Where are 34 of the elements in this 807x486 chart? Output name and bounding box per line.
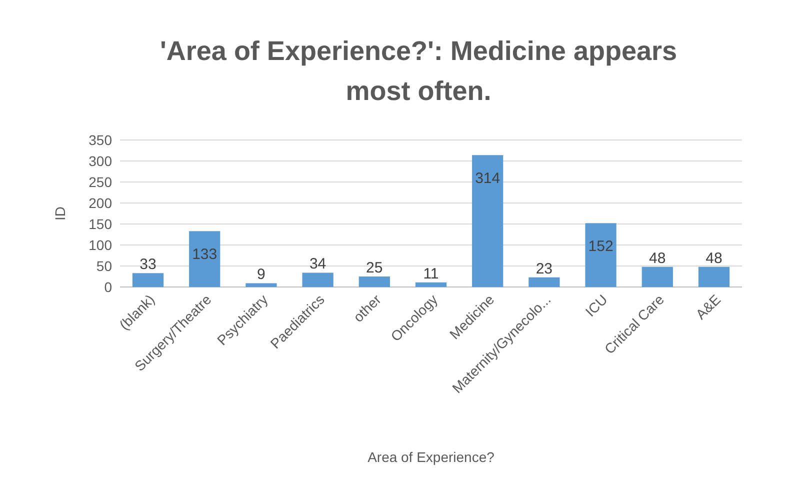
y-tick-label: 50 (96, 258, 112, 274)
data-label: 23 (536, 260, 553, 278)
y-tick-label: 100 (88, 236, 112, 253)
bar (358, 276, 390, 287)
data-label: 133 (192, 246, 218, 264)
data-label: 48 (649, 250, 666, 267)
data-label: 25 (366, 260, 383, 276)
data-label: 152 (588, 238, 614, 256)
data-label: 33 (140, 256, 156, 274)
data-label: 11 (423, 265, 439, 282)
bar (132, 273, 164, 287)
data-label: 34 (309, 256, 326, 273)
x-axis-title: Area of Experience? (368, 449, 495, 465)
bar (472, 155, 504, 287)
y-tick-label: 300 (88, 152, 112, 169)
y-axis-title: ID (52, 206, 68, 220)
bar (246, 283, 277, 287)
bar (642, 266, 673, 287)
data-label: 314 (475, 170, 500, 188)
bar (302, 272, 334, 287)
x-tick-label: ICU (582, 291, 610, 320)
bar (189, 231, 220, 287)
y-tick-label: 350 (88, 132, 112, 148)
bar (698, 266, 730, 287)
bar (415, 282, 447, 287)
chart-title: 'Area of Experience?': Medicine appears most often. (160, 36, 678, 106)
y-tick-label: 250 (88, 174, 112, 190)
y-tick-label: 150 (88, 216, 112, 232)
y-tick-label: 200 (88, 194, 112, 211)
bar (528, 277, 560, 287)
bar (585, 223, 616, 287)
y-tick-label: 0 (104, 278, 112, 295)
data-label: 9 (257, 266, 266, 284)
data-label: 48 (706, 250, 722, 267)
